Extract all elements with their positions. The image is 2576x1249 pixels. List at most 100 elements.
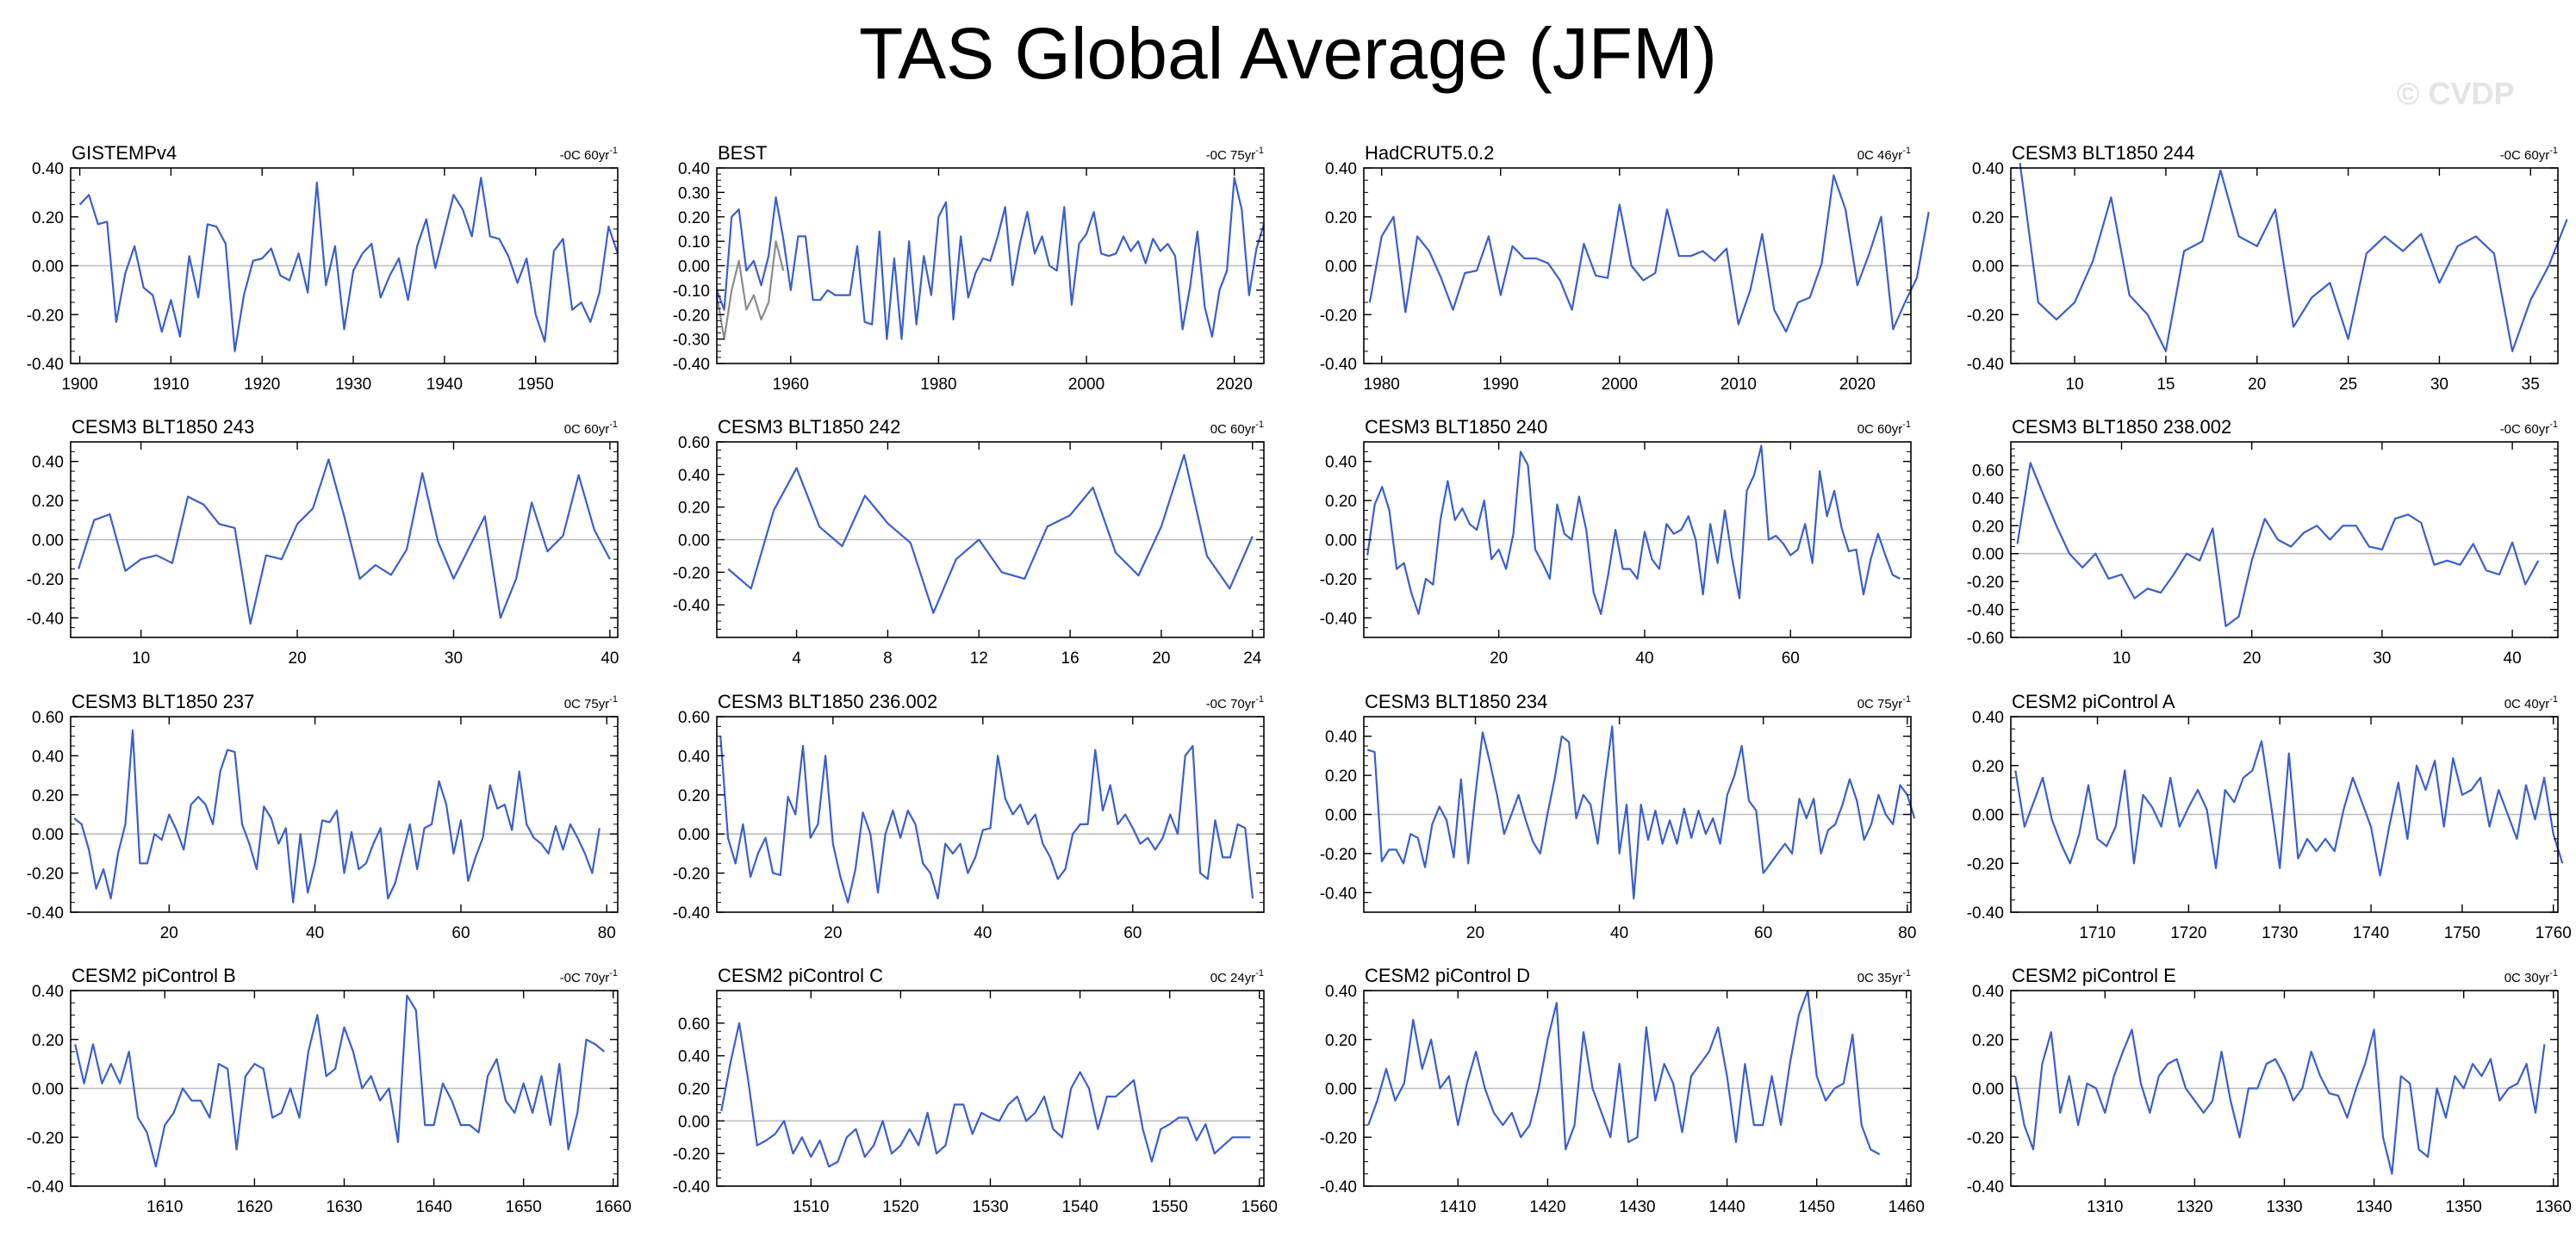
chart-panel-9: -0.40 -0.20 0.00 0.20 0.40 0.60 20 40 60 CESM3 BL… <box>673 691 1265 942</box>
y-tick-label: 0.00 <box>32 532 64 550</box>
panel-title: CESM3 BLT1850 244 <box>2012 142 2194 164</box>
x-tick-label: 30 <box>445 649 463 668</box>
x-tick-label: 1510 <box>793 1198 829 1216</box>
panel-title: CESM2 piControl E <box>2012 965 2176 986</box>
y-tick-label: 0.20 <box>1325 209 1357 227</box>
x-tick-label: 80 <box>598 924 616 942</box>
chart-panel-11: -0.40 -0.20 0.00 0.20 0.40 1710 1720 1730 1740 17… <box>1967 691 2572 942</box>
y-tick-label: 0.60 <box>678 709 710 727</box>
series-line-0 <box>78 458 611 625</box>
y-tick-label: 0.60 <box>678 434 710 452</box>
x-tick-label: 1750 <box>2444 924 2480 942</box>
series-line-0 <box>719 736 1254 904</box>
panel-title: CESM3 BLT1850 238.002 <box>2012 416 2231 438</box>
y-tick-label: 0.20 <box>1972 209 2004 227</box>
y-tick-label: 0.40 <box>678 467 710 485</box>
y-tick-label: -0.40 <box>27 1178 64 1196</box>
y-tick-label: -0.20 <box>27 866 64 884</box>
y-tick-label: 0.20 <box>32 493 64 511</box>
y-tick-label: 0.40 <box>1972 160 2004 178</box>
panel-title: BEST <box>718 142 767 164</box>
x-tick-label: 1540 <box>1061 1198 1098 1216</box>
chart-panel-0: -0.40 -0.20 0.00 0.20 0.40 1900 1910 1920 1930 19… <box>27 142 619 394</box>
y-tick-label: -0.40 <box>673 597 710 615</box>
y-tick-label: 0.20 <box>32 787 64 805</box>
y-tick-label: -0.20 <box>27 307 64 325</box>
plot-frame <box>2010 441 2559 638</box>
x-tick-label: 2000 <box>1068 376 1104 394</box>
panel-annotation: 0C 35yr-1 <box>1857 968 1911 985</box>
series-line-0 <box>2016 462 2540 628</box>
panel-annotation: -0C 60yr-1 <box>560 146 618 163</box>
series-line-0 <box>720 1022 1251 1168</box>
x-tick-label: 12 <box>970 649 988 668</box>
x-tick-label: 20 <box>160 924 178 942</box>
x-tick-label: 60 <box>451 924 470 942</box>
y-tick-label: 0.20 <box>678 787 710 805</box>
series-line-0 <box>1367 989 1881 1156</box>
x-tick-label: 1420 <box>1529 1198 1565 1216</box>
plot-frame <box>716 990 1265 1187</box>
series-line-0 <box>1368 174 1930 333</box>
x-tick-label: 1340 <box>2355 1198 2392 1216</box>
series-line-0 <box>727 453 1254 614</box>
panel-annotation: 0C 46yr-1 <box>1857 146 1911 163</box>
series-line-0 <box>78 177 619 352</box>
x-tick-label: 20 <box>2243 649 2261 668</box>
y-tick-label: 0.20 <box>1972 518 2004 536</box>
panel-annotation: 0C 75yr-1 <box>564 694 618 711</box>
x-tick-label: 8 <box>883 649 893 668</box>
y-tick-label: 0.60 <box>678 1016 710 1034</box>
y-tick-label: 0.00 <box>1325 807 1357 825</box>
y-tick-label: 0.00 <box>1972 546 2004 564</box>
x-tick-label: 1410 <box>1440 1198 1476 1216</box>
x-tick-label: 1460 <box>1888 1198 1925 1216</box>
y-tick-label: 0.40 <box>678 748 710 766</box>
panel-annotation: -0C 75yr-1 <box>1206 146 1264 163</box>
chart-panel-12: -0.40 -0.20 0.00 0.20 0.40 1610 1620 1630 1640 16… <box>27 965 632 1216</box>
y-tick-label: 0.00 <box>678 532 710 550</box>
series-line-1 <box>715 240 785 340</box>
y-tick-label: -0.40 <box>1967 904 2004 923</box>
y-tick-label: 0.20 <box>1972 758 2004 776</box>
series-line-0 <box>74 994 606 1168</box>
chart-panel-13: -0.40 -0.20 0.00 0.20 0.40 0.60 1510 1520 1530 15… <box>673 965 1278 1216</box>
y-tick-label: 0.00 <box>678 1113 710 1131</box>
x-tick-label: 1740 <box>2353 924 2389 942</box>
y-tick-label: -0.40 <box>1967 1178 2004 1196</box>
panel-title: CESM2 piControl B <box>72 965 236 986</box>
y-tick-label: 0.10 <box>678 233 710 252</box>
y-tick-label: -0.20 <box>1320 571 1357 589</box>
x-tick-label: 1900 <box>61 376 97 394</box>
y-tick-label: 0.00 <box>1325 532 1357 550</box>
panel-title: CESM3 BLT1850 236.002 <box>718 691 937 712</box>
panel-title: CESM3 BLT1850 234 <box>1365 691 1547 712</box>
page-title: TAS Global Average (JFM) <box>859 13 1717 94</box>
y-tick-label: 0.00 <box>678 826 710 844</box>
y-tick-label: -0.40 <box>27 904 64 923</box>
y-tick-label: 0.40 <box>1325 983 1357 1001</box>
y-tick-label: 0.40 <box>678 160 710 178</box>
x-tick-label: 1640 <box>415 1198 451 1216</box>
y-tick-label: 0.40 <box>32 454 64 472</box>
y-tick-label: -0.20 <box>1967 855 2004 873</box>
y-tick-label: 0.20 <box>678 500 710 518</box>
y-tick-label: -0.20 <box>27 1129 64 1147</box>
y-tick-label: -0.40 <box>1320 610 1357 628</box>
y-tick-label: 0.20 <box>1325 1032 1357 1050</box>
x-tick-label: 30 <box>2373 649 2391 668</box>
x-tick-label: 1560 <box>1241 1198 1278 1216</box>
y-tick-label: -0.20 <box>27 571 64 589</box>
series-line-0 <box>2014 740 2564 877</box>
panel-annotation: 0C 60yr-1 <box>1857 419 1911 437</box>
x-tick-label: 60 <box>1782 649 1800 668</box>
x-tick-label: 10 <box>2066 376 2084 394</box>
y-tick-label: 0.00 <box>1972 1081 2004 1099</box>
x-tick-label: 20 <box>2248 376 2266 394</box>
panel-annotation: -0C 70yr-1 <box>560 968 618 985</box>
plot-frame <box>716 716 1265 913</box>
y-tick-label: 0.00 <box>32 1081 64 1099</box>
y-tick-label: -0.20 <box>673 1146 710 1164</box>
x-tick-label: 20 <box>824 924 842 942</box>
x-tick-label: 1320 <box>2176 1198 2212 1216</box>
